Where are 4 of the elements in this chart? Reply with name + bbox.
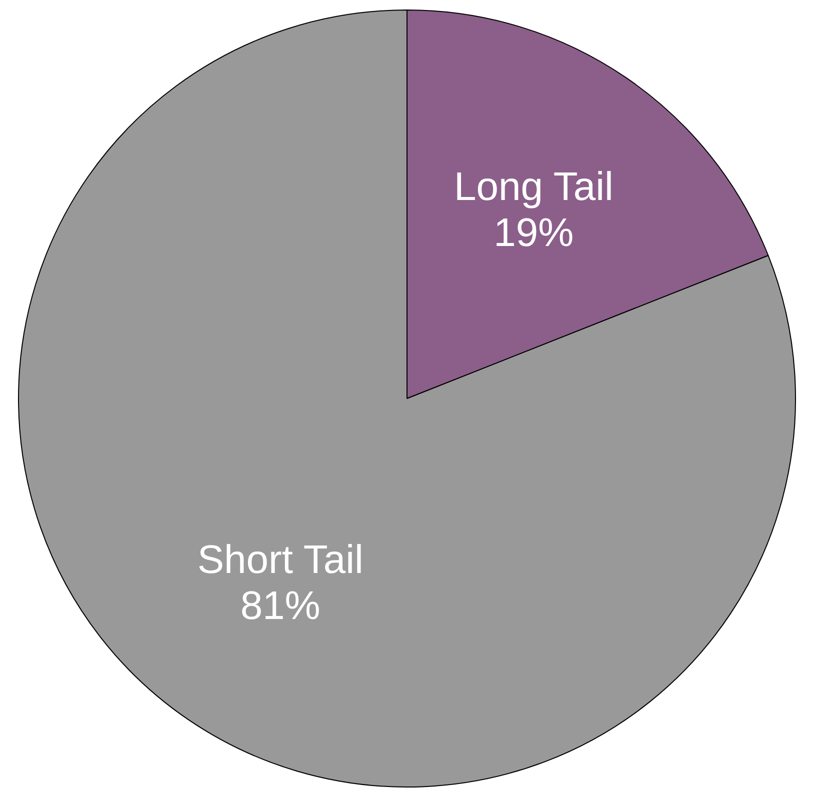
slice-label: Long Tail (454, 165, 614, 210)
data-label: 81% (240, 584, 320, 628)
slice-label: Short Tail (197, 538, 364, 582)
data-label: 19% (494, 211, 574, 256)
